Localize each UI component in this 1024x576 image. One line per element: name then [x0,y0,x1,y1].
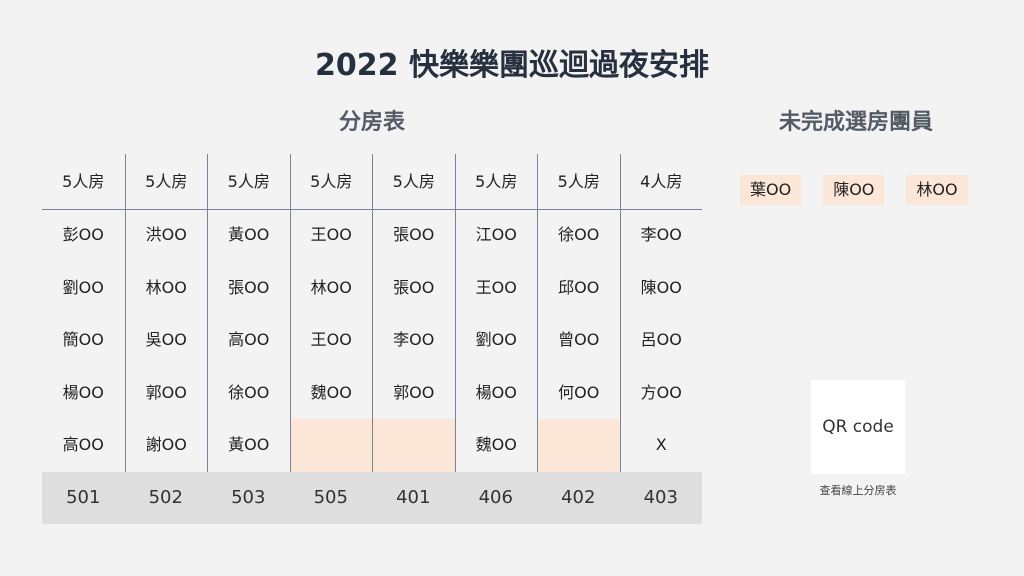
member-cell: 呂OO [640,330,682,350]
room-number: 503 [231,487,266,508]
member-cell: 簡OO [62,330,104,350]
room-type-header: 5人房 [310,172,353,191]
member-cell: 方OO [640,382,682,402]
member-cell: 邱OO [558,277,600,297]
room-table: 5人房彭OO 劉OO 簡OO 楊OO 高OO 5人房洪OO 林OO 吳OO 郭OO 謝OO 5人房黃… [42,154,702,524]
room-column: 5人房張OO 張OO 李OO 郭OO [372,154,455,472]
room-number-bar: 501 502 503 505 401 406 402 403 [42,472,702,524]
room-type-header: 5人房 [475,172,518,191]
empty-slot [538,419,620,472]
pending-subtitle: 未完成選房團員 [778,110,933,135]
room-number: 402 [561,487,596,508]
member-cell: 高OO [228,330,270,350]
pending-members: 葉OO 陳OO 林OO [740,175,968,205]
room-column: 5人房洪OO 林OO 吳OO 郭OO 謝OO [124,154,208,472]
room-type-header: 5人房 [62,172,105,191]
room-type-header: 4人房 [640,172,683,191]
room-column: 5人房王OO 林OO 王OO 魏OO [289,154,372,472]
empty-slot [373,419,455,472]
member-cell: 李OO [393,330,435,350]
member-cell: 曾OO [558,330,600,350]
room-type-header: 5人房 [145,172,188,191]
room-column: 5人房江OO 王OO 劉OO 楊OO 魏OO [454,154,538,472]
member-cell: 郭OO [393,382,435,402]
member-cell: 洪OO [145,225,187,244]
room-number: 505 [313,487,348,508]
room-number: 406 [478,487,513,508]
member-cell: 劉OO [62,277,104,297]
pending-member-tag: 林OO [906,175,968,205]
room-type-header: 5人房 [227,172,270,191]
room-number: 502 [148,487,183,508]
member-cell: 林OO [310,277,352,297]
member-cell: 王OO [310,225,352,244]
member-cell: 郭OO [145,382,187,402]
member-cell: 林OO [145,277,187,297]
room-number: 401 [396,487,431,508]
member-cell: 高OO [62,435,104,455]
member-cell: 江OO [475,225,517,244]
member-cell: 李OO [640,225,682,244]
room-column: 5人房黃OO 張OO 高OO 徐OO 黃OO [207,154,290,472]
member-cell: 楊OO [475,382,517,402]
qr-caption: 查看線上分房表 [819,484,897,497]
member-cell: 陳OO [640,277,682,297]
member-cell: 黃OO [228,435,270,455]
empty-slot [290,419,372,472]
room-number: 403 [643,487,678,508]
member-cell: 楊OO [62,382,104,402]
member-cell: 黃OO [228,225,270,244]
pending-member-tag: 陳OO [823,175,885,205]
table-subtitle: 分房表 [338,110,405,135]
room-column: 4人房李OO 陳OO 呂OO 方OO X [619,154,703,472]
member-cell: 彭OO [62,225,104,244]
room-type-header: 5人房 [392,172,435,191]
room-column: 5人房彭OO 劉OO 簡OO 楊OO 高OO [42,154,125,472]
member-cell: 謝OO [145,435,187,455]
member-cell: 魏OO [475,435,517,455]
member-cell: 徐OO [558,225,600,244]
member-cell: X [655,435,667,455]
qr-code[interactable]: QR code [811,380,905,474]
member-cell: 張OO [393,225,435,244]
member-cell: 張OO [393,277,435,297]
member-cell: 張OO [228,277,270,297]
pending-member-tag: 葉OO [740,175,802,205]
room-number: 501 [66,487,101,508]
member-cell: 王OO [475,277,517,297]
member-cell: 王OO [310,330,352,350]
room-column: 5人房徐OO 邱OO 曾OO 何OO [537,154,620,472]
member-cell: 徐OO [228,382,270,402]
member-cell: 劉OO [475,330,517,350]
member-cell: 何OO [558,382,600,402]
page-title: 2022 快樂樂團巡迴過夜安排 [315,48,709,83]
member-cell: 魏OO [310,382,352,402]
member-cell: 吳OO [145,330,187,350]
room-type-header: 5人房 [557,172,600,191]
